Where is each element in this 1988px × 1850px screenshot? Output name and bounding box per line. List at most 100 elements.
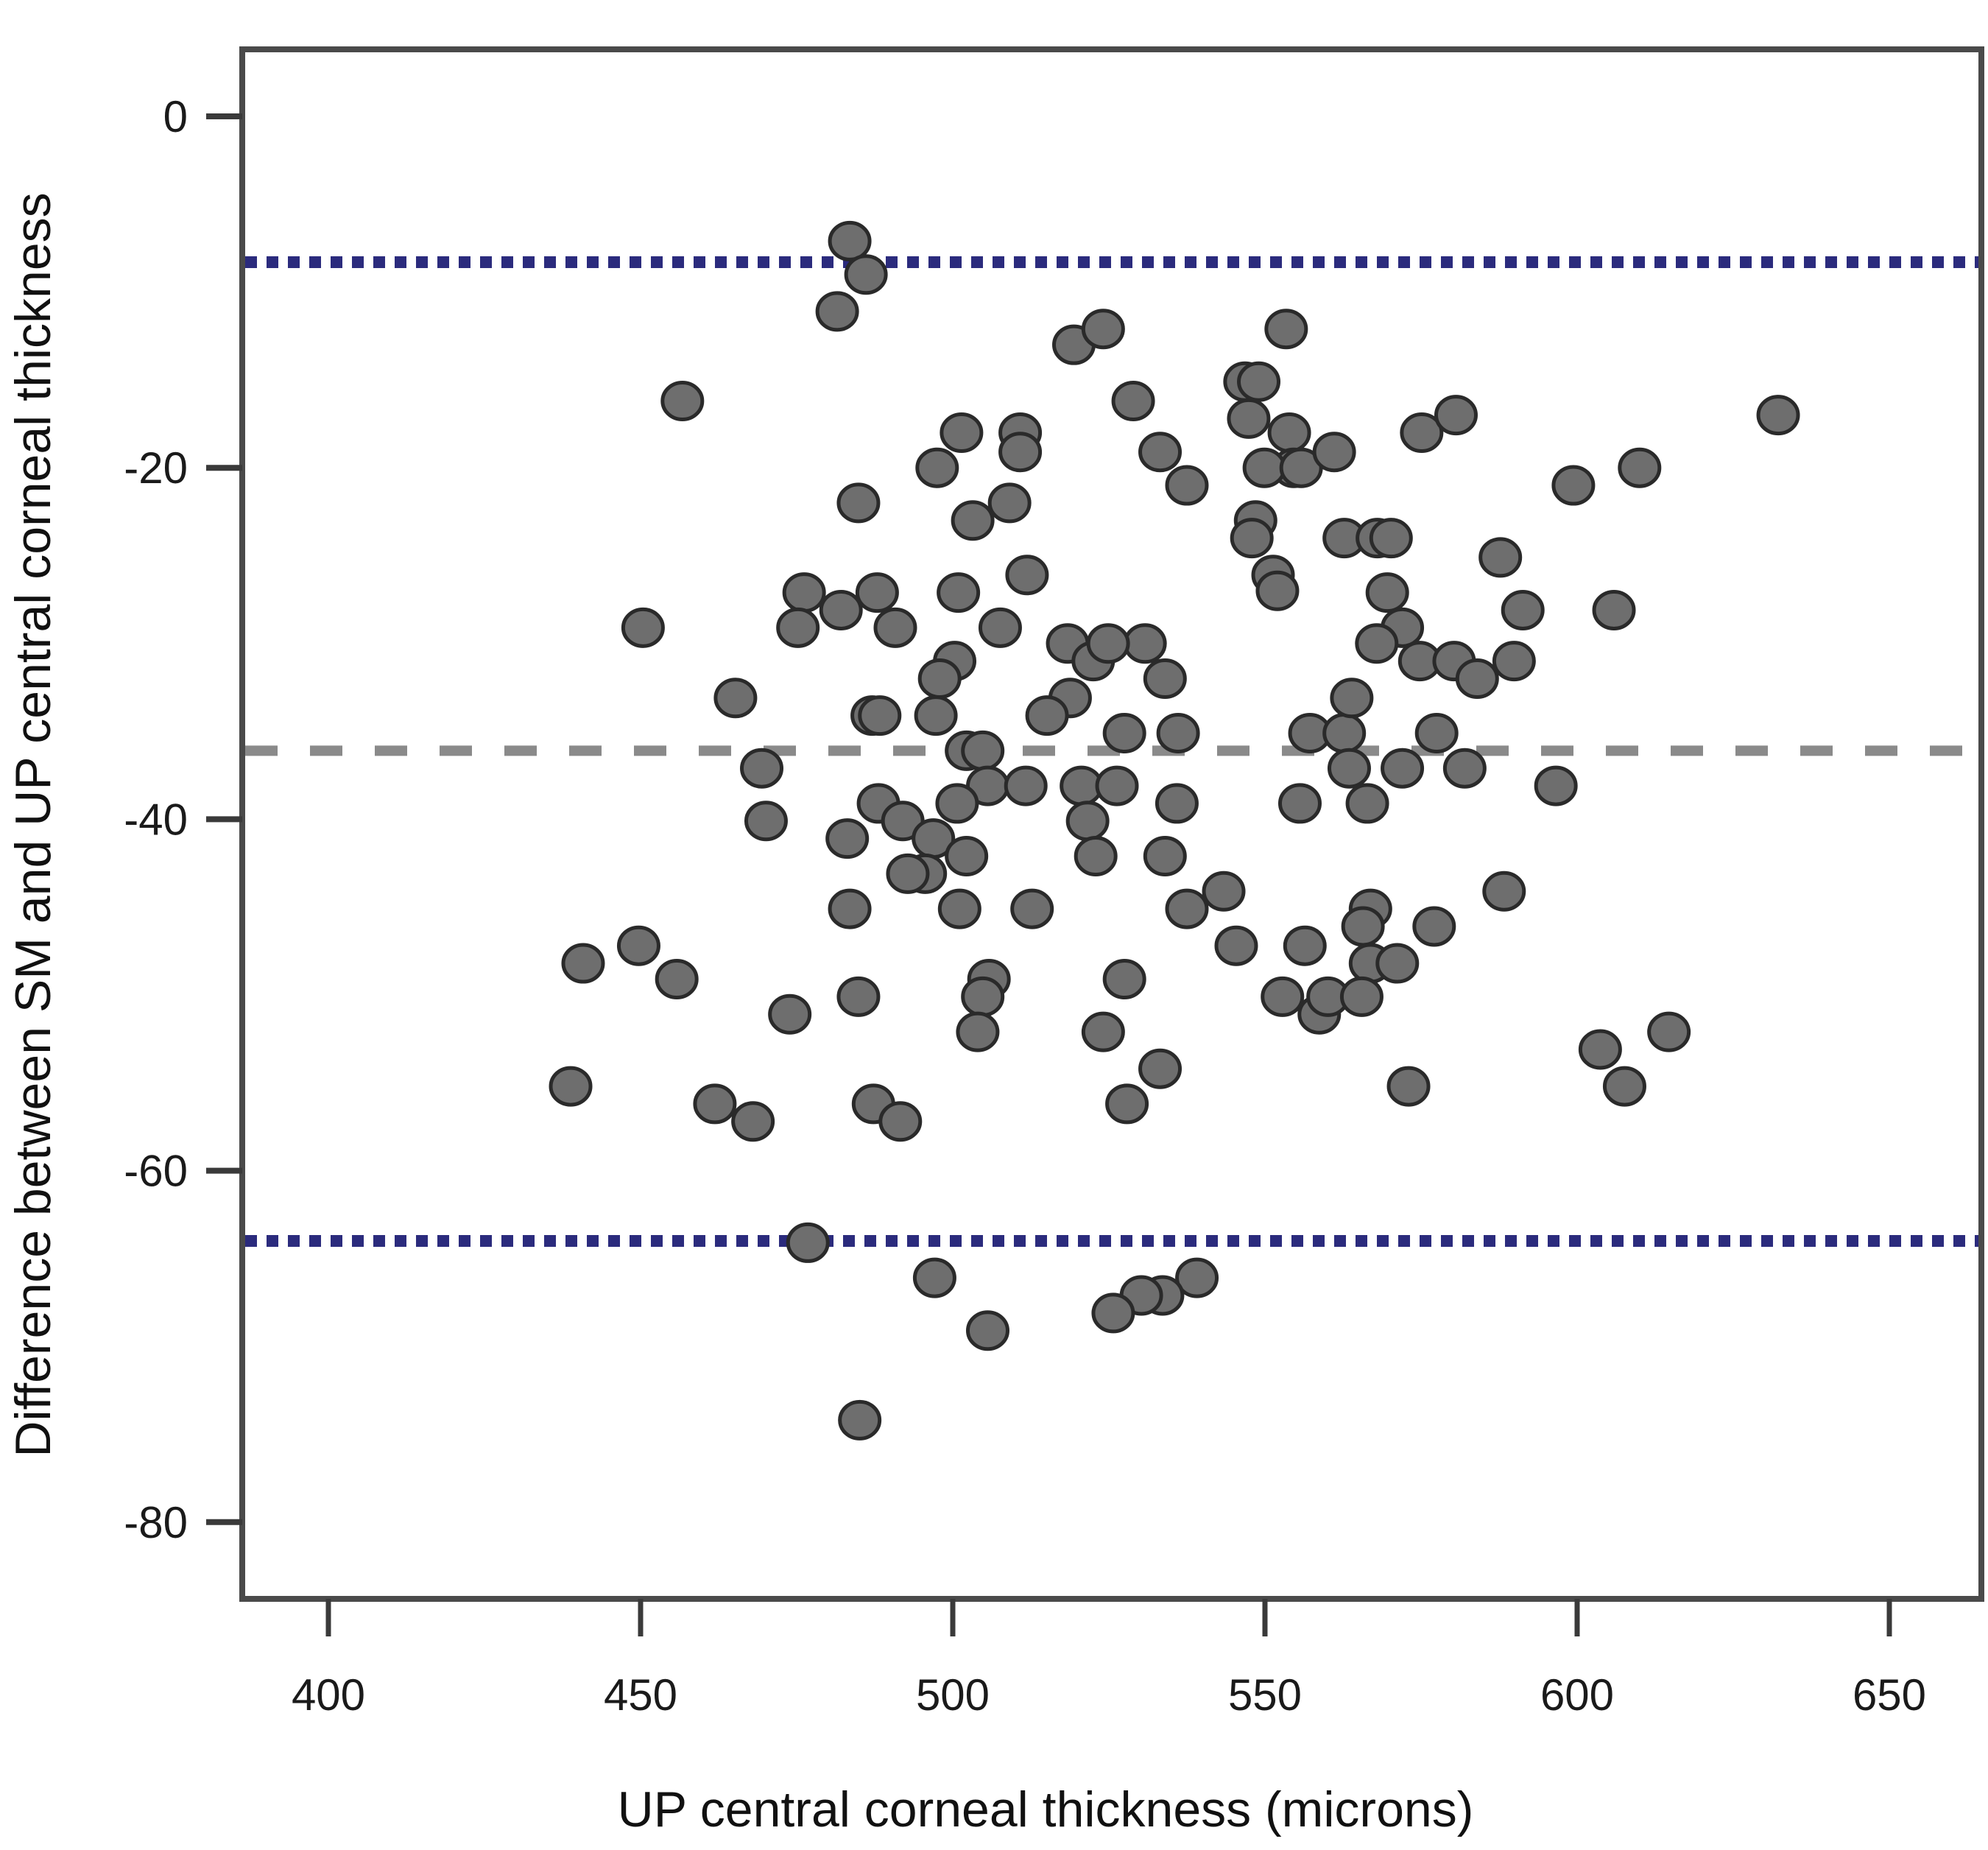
data-point [1592,589,1636,630]
data-point [855,572,899,613]
data-point [549,1066,593,1107]
data-point [561,943,605,984]
data-point [621,607,665,648]
data-point [1341,906,1385,947]
data-point [1369,518,1413,559]
data-point [987,482,1032,524]
data-point [1501,589,1545,630]
data-point [616,925,660,966]
data-point [1227,398,1271,439]
data-point [1156,712,1200,753]
data-point [844,254,888,295]
data-point [828,220,872,261]
data-point [1105,1083,1149,1125]
data-point [744,801,788,842]
data-point [1327,748,1371,789]
data-point [655,959,699,1000]
data-point [1214,925,1258,966]
data-point [1102,712,1146,753]
data-point [1455,658,1499,700]
data-point [1283,925,1327,966]
data-point [1478,537,1523,578]
data-point [1381,748,1425,789]
data-point [956,1011,1000,1052]
data-point [1165,465,1209,506]
y-tick-label: 0 [163,92,188,141]
data-point [731,1101,775,1142]
data-point [1091,1292,1135,1334]
data-point [660,381,705,422]
data-point [1756,395,1800,436]
data-point [961,976,1005,1017]
data-point [912,1257,956,1298]
data-point [1230,518,1274,559]
data-point [740,748,784,789]
data-point [1261,976,1305,1017]
data-point [1355,623,1399,664]
x-tick-label: 500 [916,1670,990,1720]
data-point [961,730,1005,771]
data-point [1647,1011,1691,1052]
data-point [786,1222,830,1263]
data-point [1267,412,1311,453]
data-point [1330,678,1374,719]
data-point [878,1101,923,1142]
data-point [1081,1011,1125,1052]
data-point [1242,447,1286,488]
data-point [693,1083,737,1125]
data-point [1551,465,1596,506]
data-point [1345,783,1389,824]
data-point [838,1399,882,1441]
data-point [1339,976,1384,1017]
y-tick-label: -60 [124,1147,188,1196]
data-point [1086,623,1130,664]
data-point [1602,1066,1646,1107]
data-point [978,607,1022,648]
data-point [1365,572,1409,613]
data-point [1534,765,1578,806]
data-point [1111,381,1155,422]
data-point [1414,712,1459,753]
y-tick-label: -80 [124,1498,188,1547]
data-point [1442,748,1487,789]
data-point [1138,1048,1182,1089]
data-point [1081,309,1125,350]
data-point [1482,871,1526,912]
y-tick-label: -40 [124,795,188,844]
x-tick-label: 450 [604,1670,677,1720]
data-point [1004,765,1048,806]
data-point [951,500,995,541]
data-point [858,695,902,736]
data-point [886,853,930,894]
data-point [937,572,981,613]
x-tick-label: 600 [1540,1670,1614,1720]
y-tick-label: -20 [124,443,188,493]
data-point [1025,695,1069,736]
data-point [940,412,984,453]
data-point [998,432,1043,473]
x-tick-label: 650 [1853,1670,1926,1720]
data-point [815,291,859,332]
data-point [1143,658,1187,700]
y-axis-title: Difference between SM and UP central cor… [5,192,61,1457]
data-point [937,888,981,929]
data-point [915,447,959,488]
data-point [935,783,979,824]
data-point [1322,712,1367,753]
data-point [1255,570,1300,611]
data-point [914,695,958,736]
data-point [1102,959,1146,1000]
data-point [1010,888,1054,929]
data-point [1138,432,1182,473]
data-point [873,607,917,648]
data-point [819,589,863,630]
x-axis-title: UP central corneal thickness (microns) [618,1782,1474,1837]
data-point [782,572,826,613]
data-point [1074,836,1118,877]
plot-frame [239,46,1984,1602]
data-point [1005,555,1049,596]
data-point [1277,783,1322,824]
data-point [1143,836,1187,877]
data-point [1165,888,1209,929]
